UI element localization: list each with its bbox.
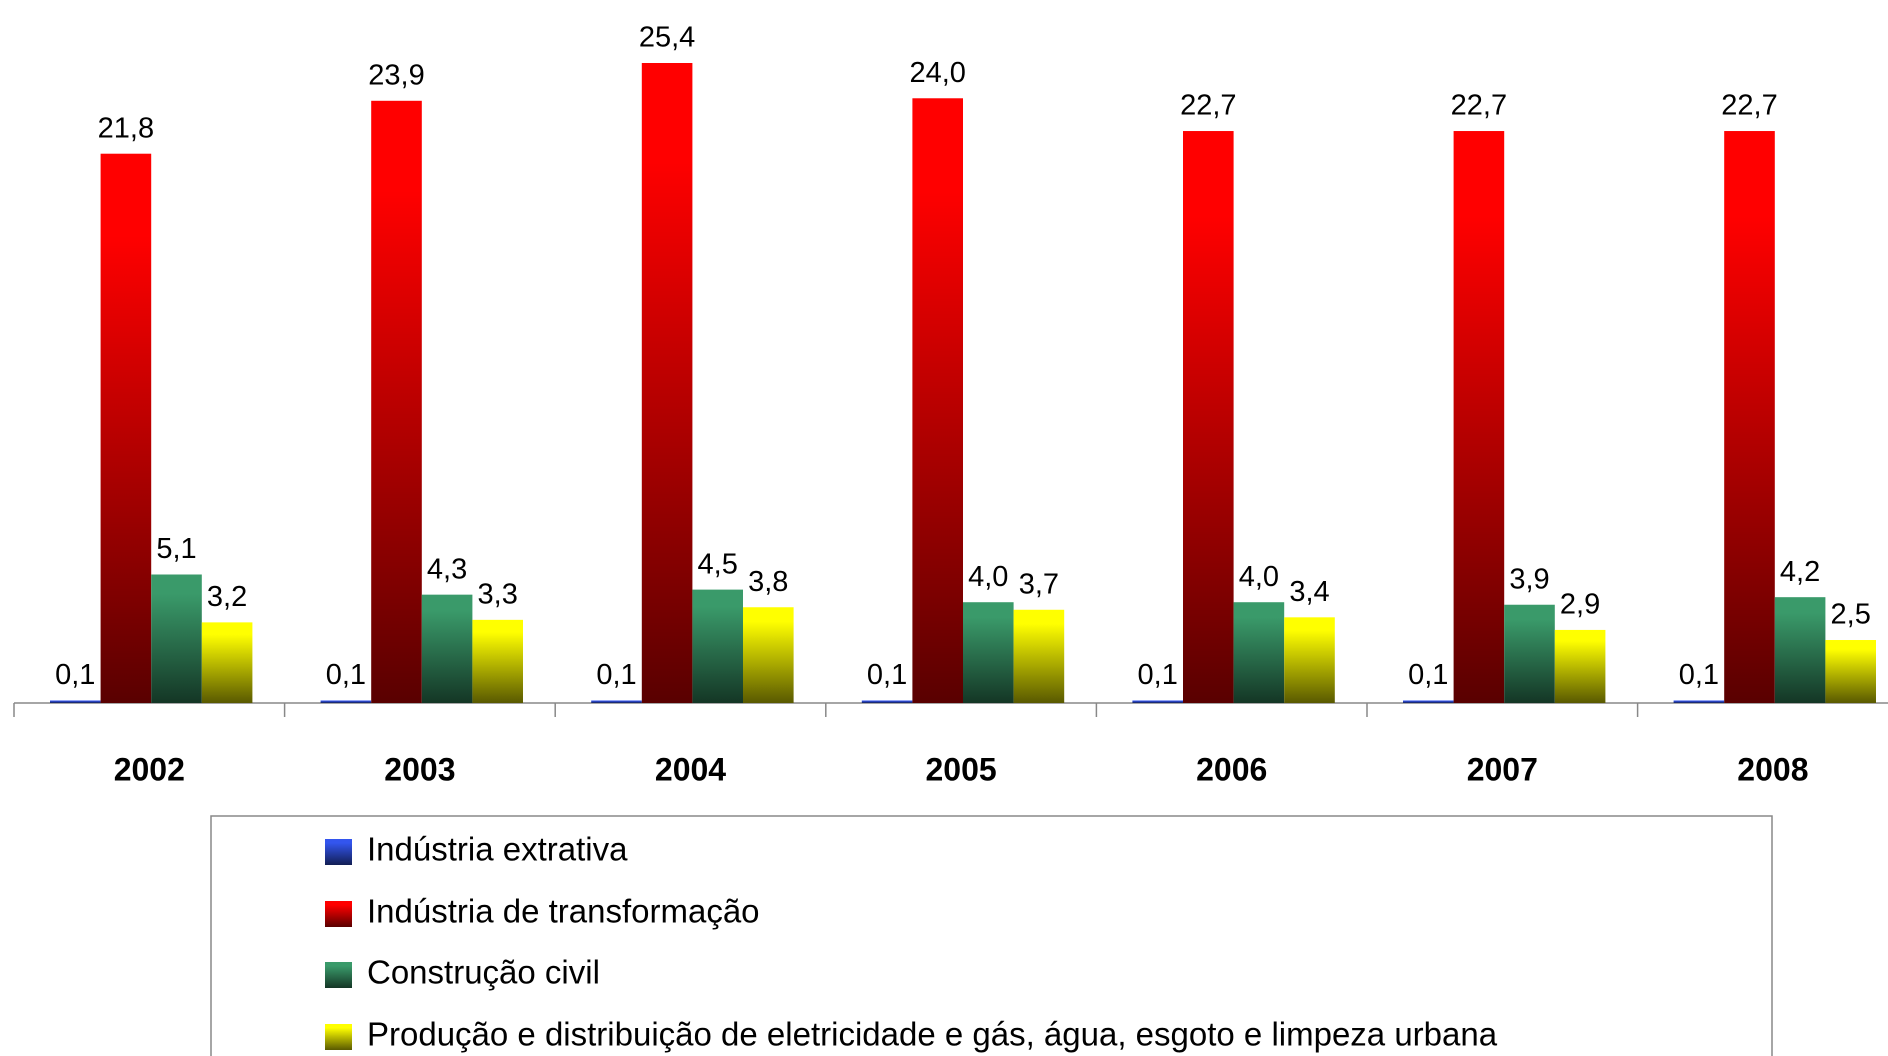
bar xyxy=(963,602,1014,703)
bar xyxy=(861,700,913,703)
data-label: 0,1 xyxy=(1679,659,1719,691)
data-label: 3,7 xyxy=(1019,568,1059,600)
bar xyxy=(320,700,372,703)
data-label: 21,8 xyxy=(98,112,154,144)
bar xyxy=(1825,640,1876,703)
data-label: 3,8 xyxy=(748,566,788,598)
legend-swatch xyxy=(325,901,352,927)
bar xyxy=(1403,700,1454,703)
bar xyxy=(692,589,743,703)
bar xyxy=(1673,700,1725,703)
x-tick-label: 2002 xyxy=(114,751,185,787)
bar xyxy=(1724,131,1775,703)
data-label: 22,7 xyxy=(1451,90,1507,122)
x-tick-label: 2007 xyxy=(1467,751,1538,787)
bar xyxy=(371,100,422,703)
data-label: 0,1 xyxy=(55,659,95,691)
data-label: 3,2 xyxy=(207,581,247,613)
x-tick-label: 2005 xyxy=(926,751,997,787)
x-tick-label: 2003 xyxy=(384,751,455,787)
bar xyxy=(1183,131,1234,703)
legend-label: Construção civil xyxy=(367,954,600,991)
data-label: 3,9 xyxy=(1509,563,1549,595)
bar xyxy=(472,619,523,703)
data-label: 3,3 xyxy=(478,579,518,611)
legend-swatch xyxy=(325,962,352,988)
bar xyxy=(151,574,202,703)
bar xyxy=(201,622,253,703)
data-label: 3,4 xyxy=(1289,576,1329,608)
bar xyxy=(1504,604,1555,703)
data-label: 0,1 xyxy=(867,659,907,691)
data-label: 5,1 xyxy=(156,533,196,565)
data-label: 22,7 xyxy=(1180,90,1236,122)
data-label: 4,0 xyxy=(968,561,1008,593)
bar xyxy=(912,98,963,704)
data-label: 24,0 xyxy=(909,57,965,89)
legend-box xyxy=(210,815,1773,1056)
data-label: 0,1 xyxy=(326,659,366,691)
bar xyxy=(1233,602,1285,703)
data-label: 25,4 xyxy=(639,22,695,54)
data-label: 22,7 xyxy=(1721,90,1777,122)
legend-label: Indústria de transformação xyxy=(367,893,760,930)
data-label: 2,9 xyxy=(1560,589,1600,621)
bar xyxy=(1132,700,1183,703)
bar xyxy=(1013,609,1065,703)
bar xyxy=(1554,629,1606,703)
data-label: 4,0 xyxy=(1239,561,1279,593)
bar xyxy=(100,153,152,703)
bar xyxy=(50,700,101,703)
data-label: 4,3 xyxy=(427,553,467,585)
data-label: 0,1 xyxy=(1138,659,1178,691)
bar xyxy=(641,63,693,703)
data-label: 4,5 xyxy=(698,548,738,580)
bar xyxy=(743,607,794,703)
legend-swatch xyxy=(325,839,352,865)
legend-swatch xyxy=(325,1024,352,1050)
bar xyxy=(1453,131,1505,703)
x-tick-label: 2004 xyxy=(655,751,726,787)
data-label: 2,5 xyxy=(1831,599,1871,631)
x-tick-label: 2006 xyxy=(1196,751,1267,787)
x-tick-label: 2008 xyxy=(1737,751,1808,787)
data-label: 23,9 xyxy=(368,59,424,91)
bar xyxy=(1284,617,1335,703)
bar xyxy=(421,594,473,703)
data-label: 0,1 xyxy=(596,659,636,691)
bar xyxy=(591,700,642,703)
legend-label: Produção e distribuição de eletricidade … xyxy=(367,1016,1498,1053)
bar xyxy=(1774,597,1826,703)
legend-label: Indústria extrativa xyxy=(367,831,628,868)
data-label: 0,1 xyxy=(1408,659,1448,691)
data-label: 4,2 xyxy=(1780,556,1820,588)
